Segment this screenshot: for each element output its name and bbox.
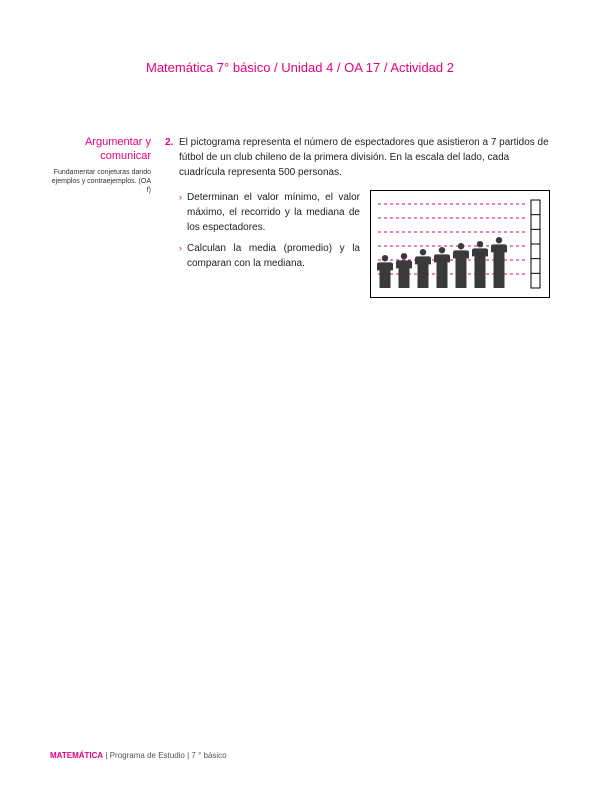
question-text: El pictograma representa el número de es…: [179, 135, 550, 180]
sub-item-text: Calculan la media (promedio) y la compar…: [187, 241, 360, 271]
sidebar: Argumentar y comunicar Fundamentar conje…: [50, 135, 165, 195]
chevron-icon: ›: [179, 190, 182, 204]
footer: MATEMÁTICA | Programa de Estudio | 7 ° b…: [50, 751, 227, 760]
main-content: 2. El pictograma representa el número de…: [165, 135, 550, 303]
content-row: Argumentar y comunicar Fundamentar conje…: [50, 135, 550, 303]
question-number: 2.: [165, 135, 179, 150]
sidebar-heading: Argumentar y comunicar: [50, 135, 151, 164]
footer-brand: MATEMÁTICA: [50, 751, 103, 760]
footer-rest: Programa de Estudio | 7 ° básico: [110, 751, 227, 760]
sub-item-text: Determinan el valor mínimo, el valor máx…: [187, 190, 360, 235]
pictogram-svg: [370, 190, 550, 298]
page-title: Matemática 7° básico / Unidad 4 / OA 17 …: [50, 60, 550, 75]
chevron-icon: ›: [179, 241, 182, 255]
sidebar-note: Fundamentar conjeturas dando ejemplos y …: [50, 168, 151, 195]
sub-item: › Calculan la media (promedio) y la comp…: [179, 241, 360, 271]
pictogram: [370, 190, 550, 303]
sub-items: › Determinan el valor mínimo, el valor m…: [179, 190, 370, 277]
sub-item: › Determinan el valor mínimo, el valor m…: [179, 190, 360, 235]
